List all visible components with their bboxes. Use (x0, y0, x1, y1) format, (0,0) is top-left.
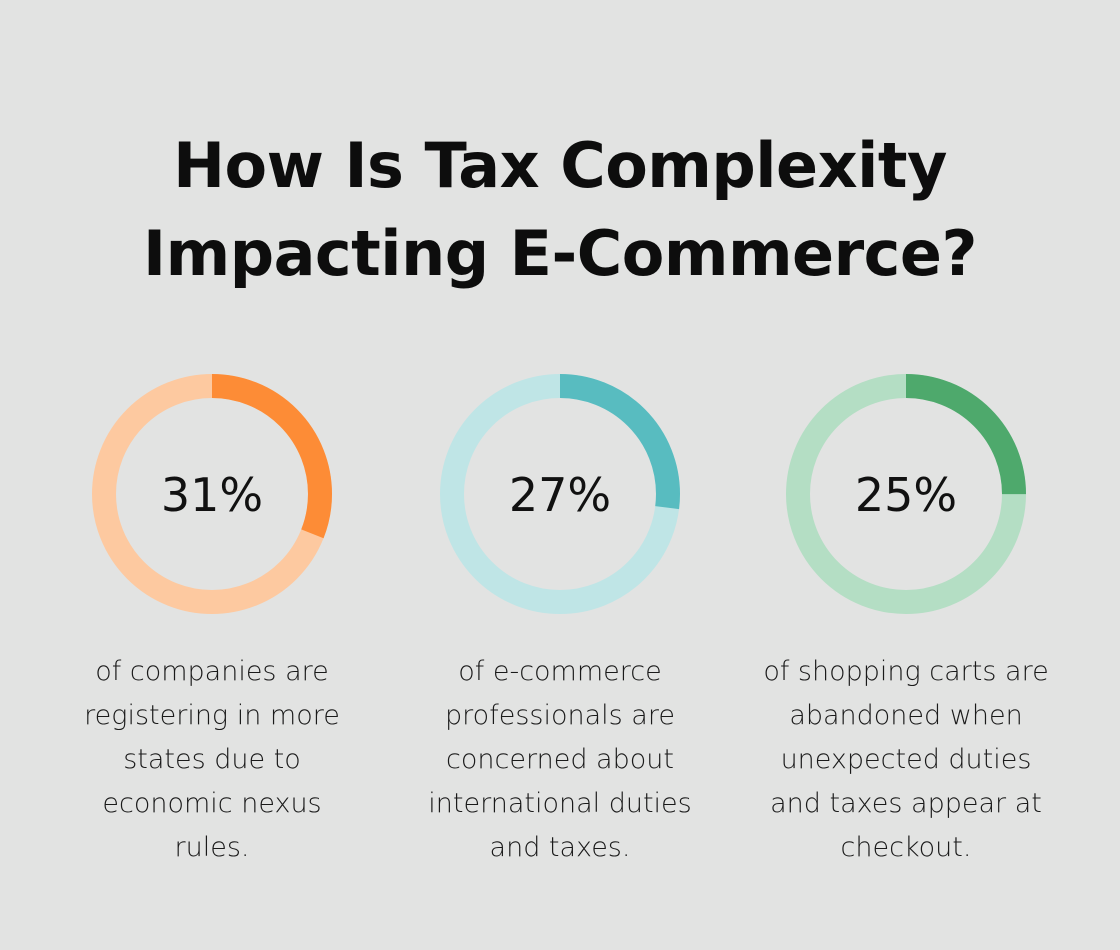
title-line-1: How Is Tax Complexity (173, 129, 947, 202)
description-line: of shopping carts are (763, 656, 1049, 687)
donut-value-arc (440, 374, 680, 614)
donut-percent-label: 27% (509, 468, 611, 522)
description-line: abandoned when (789, 700, 1023, 731)
donut-value-arc (92, 374, 332, 614)
donut-percent-label: 31% (161, 468, 263, 522)
stat-card-companies: 31% of companies are registering in more… (52, 372, 372, 870)
description-line: of companies are (95, 656, 329, 687)
title-line-2: Impacting E-Commerce? (143, 217, 977, 290)
stat-card-professionals: 27% of e-commerce professionals are conc… (400, 372, 720, 870)
donut-chart-shopping-carts: 25% (786, 374, 1026, 614)
donut-chart-professionals: 27% (440, 374, 680, 614)
stat-description: of e-commerce professionals are concerne… (400, 650, 720, 870)
description-line: and taxes. (489, 832, 631, 863)
description-line: checkout. (840, 832, 972, 863)
donut-value-arc (786, 374, 1026, 614)
description-line: states due to (123, 744, 301, 775)
description-line: and taxes appear at (770, 788, 1042, 819)
description-line: concerned about (446, 744, 674, 775)
donut-chart-companies: 31% (92, 374, 332, 614)
page-title: How Is Tax Complexity Impacting E-Commer… (0, 122, 1120, 298)
description-line: unexpected duties (780, 744, 1032, 775)
description-line: of e-commerce (458, 656, 662, 687)
stat-description: of shopping carts are abandoned when une… (746, 650, 1066, 870)
stat-card-shopping-carts: 25% of shopping carts are abandoned when… (746, 372, 1066, 870)
description-line: international duties (428, 788, 692, 819)
description-line: professionals are (445, 700, 675, 731)
description-line: registering in more (84, 700, 340, 731)
donut-percent-label: 25% (855, 468, 957, 522)
stat-description: of companies are registering in more sta… (52, 650, 372, 870)
description-line: rules. (174, 832, 250, 863)
description-line: economic nexus (102, 788, 322, 819)
